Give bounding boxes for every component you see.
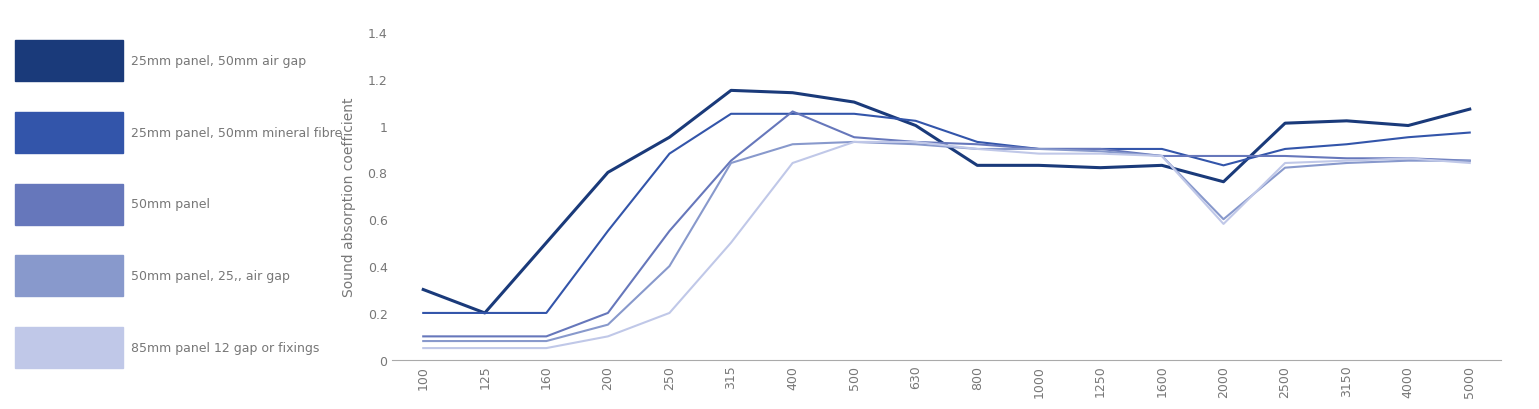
Text: 85mm panel 12 gap or fixings: 85mm panel 12 gap or fixings	[131, 341, 319, 354]
Y-axis label: Sound absorption coefficient: Sound absorption coefficient	[343, 97, 357, 296]
Text: 25mm panel, 50mm air gap: 25mm panel, 50mm air gap	[131, 55, 306, 68]
Text: 50mm panel: 50mm panel	[131, 198, 209, 211]
Text: 50mm panel, 25,, air gap: 50mm panel, 25,, air gap	[131, 270, 289, 283]
Text: 25mm panel, 50mm mineral fibre: 25mm panel, 50mm mineral fibre	[131, 126, 342, 139]
